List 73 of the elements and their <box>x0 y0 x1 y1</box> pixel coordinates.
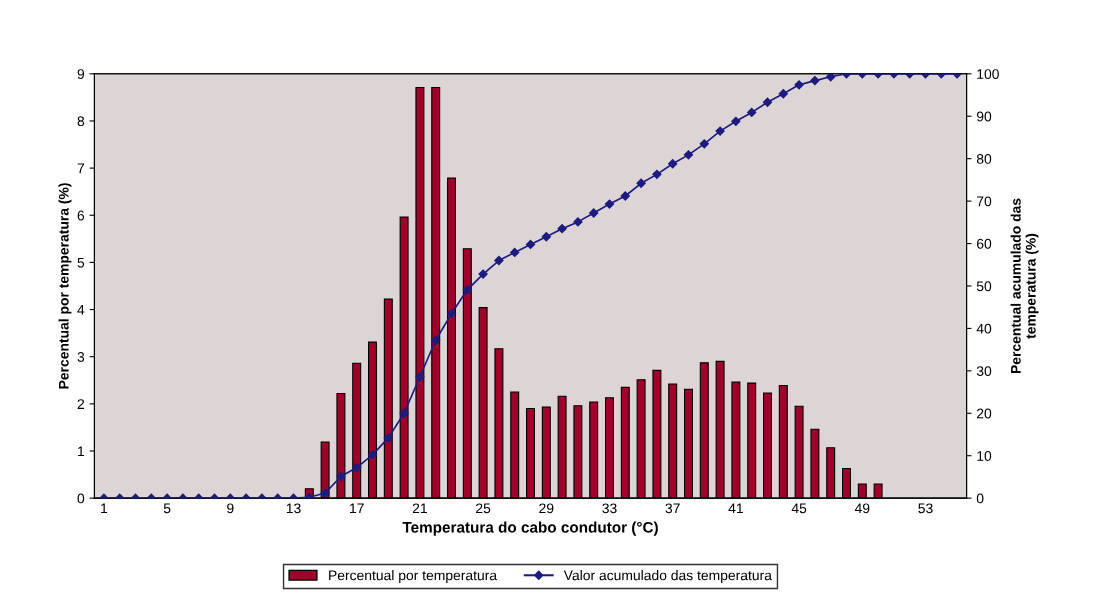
x-tick-label: 37 <box>665 503 680 514</box>
point <box>525 239 536 250</box>
point <box>320 488 330 498</box>
point <box>431 335 441 345</box>
x-tick-label: 13 <box>286 503 301 514</box>
x-tick-label: 9 <box>227 503 234 514</box>
y-tick-label: 8 <box>77 116 85 127</box>
point <box>762 97 773 107</box>
point <box>573 217 583 227</box>
point <box>826 73 836 82</box>
y-tick-label: 9 <box>77 69 85 79</box>
y2-tick-label: 20 <box>976 408 992 419</box>
y-tick-label: 5 <box>77 257 85 268</box>
point <box>810 75 820 86</box>
y-tick-label: 1 <box>78 446 85 457</box>
y-tick-label: 3 <box>77 352 85 362</box>
point <box>557 224 567 234</box>
x-tick-label: 45 <box>791 503 807 514</box>
x-tick-label: 17 <box>350 503 364 514</box>
point <box>794 80 804 90</box>
y-axis-title: Percentual por temperatura (%) <box>58 183 72 389</box>
point <box>747 107 757 118</box>
y-tick-label: 7 <box>77 163 85 174</box>
point <box>731 116 741 126</box>
y2-tick-label: 70 <box>977 196 992 207</box>
point <box>620 191 630 201</box>
point <box>494 255 504 266</box>
y2-tick-label: 0 <box>976 493 984 504</box>
legend-label: Valor acumulado das temperatura <box>563 570 772 584</box>
point <box>683 150 694 160</box>
point <box>715 126 725 136</box>
point <box>415 372 425 382</box>
x-tick-label: 1 <box>101 503 108 514</box>
y2-tick-label: 60 <box>977 238 992 249</box>
point <box>541 232 551 242</box>
y2-tick-label: 90 <box>976 111 992 122</box>
point <box>668 159 678 169</box>
point <box>589 208 599 218</box>
point <box>304 492 314 499</box>
y2-tick-label: 30 <box>976 366 992 377</box>
point <box>636 178 646 188</box>
x-tick-label: 21 <box>412 503 427 514</box>
y2-tick-label: 10 <box>977 451 992 461</box>
point <box>462 285 472 295</box>
point <box>367 450 378 460</box>
x-tick-label: 33 <box>602 503 617 514</box>
point <box>652 169 662 179</box>
y-tick-label: 4 <box>77 305 85 315</box>
point <box>383 433 393 443</box>
point <box>778 89 788 99</box>
x-tick-label: 41 <box>728 503 743 514</box>
y2-tick-label: 80 <box>976 154 992 164</box>
x-tick-label: 5 <box>163 503 171 514</box>
x-tick-label: 25 <box>476 503 491 514</box>
point <box>352 462 362 473</box>
y2-tick-label: 50 <box>976 281 992 292</box>
point <box>478 269 488 279</box>
x-axis-title: Temperatura do cabo condutor (°C) <box>402 521 658 536</box>
x-tick-label: 53 <box>918 503 933 514</box>
y2-axis-title: Percentual acumulado das temperatura (%) <box>1010 198 1039 374</box>
y-tick-label: 2 <box>77 399 85 409</box>
point <box>604 199 615 209</box>
point <box>399 408 409 418</box>
point <box>699 139 709 149</box>
legend-label: Percentual por temperatura <box>329 570 498 584</box>
x-tick-label: 29 <box>539 503 554 514</box>
y-tick-label: 6 <box>77 210 85 221</box>
x-tick-label: 49 <box>854 503 870 514</box>
y2-tick-label: 100 <box>977 69 999 79</box>
y-tick-label: 0 <box>77 493 85 504</box>
point <box>510 247 520 258</box>
y2-tick-label: 40 <box>976 323 992 334</box>
point <box>336 471 346 482</box>
